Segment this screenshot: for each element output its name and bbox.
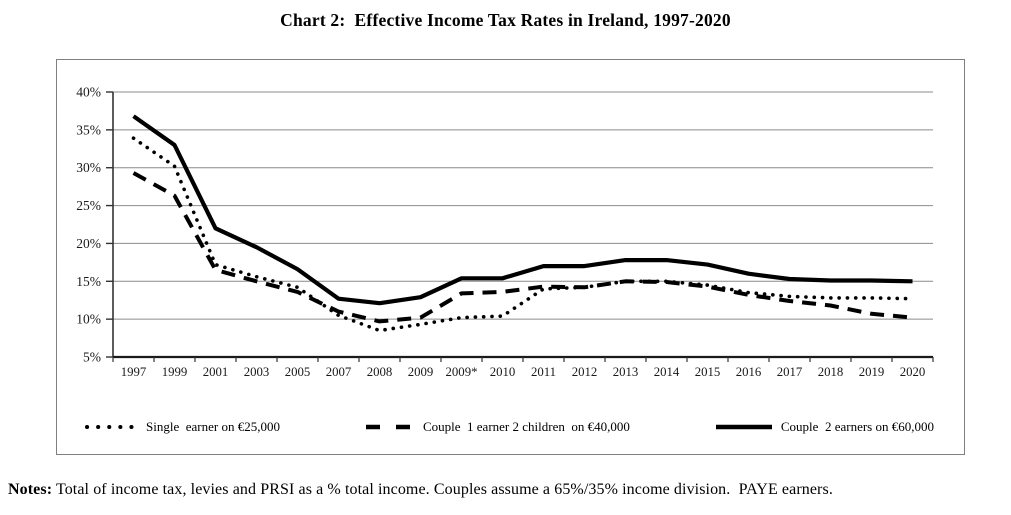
x-tick-label: 2011 — [531, 365, 556, 379]
chart-frame: 5% 10% 15% 20% 25% 30% 35% 40% 1997 1999 2001 2003 2… — [56, 59, 965, 455]
y-tick-label: 35% — [76, 122, 101, 137]
x-tick-label: 2009* — [446, 365, 478, 379]
x-tick-label: 2019 — [859, 365, 885, 379]
legend-item-couple-1-earner: Couple 1 earner 2 children on €40,000 — [364, 419, 630, 435]
y-tick-label: 40% — [76, 85, 101, 100]
dashed-line-swatch — [365, 424, 416, 430]
legend-item-single: Single earner on €25,000 — [83, 419, 280, 435]
x-tick-label: 2013 — [613, 365, 639, 379]
page-title: Chart 2: Effective Income Tax Rates in I… — [280, 10, 731, 30]
x-tick-label: 2008 — [367, 365, 393, 379]
x-tick-label: 2005 — [285, 365, 311, 379]
x-tick-label: 2001 — [203, 365, 229, 379]
legend-label-single: Single earner on €25,000 — [146, 419, 280, 434]
notes-label: Notes: — [8, 481, 53, 498]
y-tick-label: 10% — [76, 312, 101, 327]
x-tick-label: 1999 — [162, 365, 188, 379]
x-tick-label: 2014 — [654, 365, 680, 379]
x-tick-label: 2007 — [326, 365, 352, 379]
series-line-dashed — [132, 171, 913, 324]
legend-item-couple-2-earners: Couple 2 earners on €60,000 — [714, 419, 934, 435]
y-tick-label: 25% — [76, 198, 101, 213]
dotted-line-swatch — [85, 425, 139, 429]
x-tick-label: 2003 — [244, 365, 270, 379]
y-tick-label: 5% — [83, 350, 101, 365]
chart-legend: Single earner on €25,000 Couple 1 earner… — [83, 415, 934, 439]
notes: Notes: Total of income tax, levies and P… — [8, 481, 1006, 499]
solid-line-swatch — [715, 424, 772, 430]
legend-label-couple-1-earner: Couple 1 earner 2 children on €40,000 — [422, 419, 630, 434]
x-tick-label: 1997 — [121, 365, 147, 379]
y-tick-label: 30% — [76, 160, 101, 175]
x-tick-label: 2010 — [490, 365, 516, 379]
x-tick-label: 2016 — [736, 365, 762, 379]
x-tick-label: 2015 — [695, 365, 721, 379]
notes-text: Total of income tax, levies and PRSI as … — [52, 481, 833, 498]
legend-label-couple-2-earners: Couple 2 earners on €60,000 — [780, 419, 934, 434]
x-tick-label: 2009 — [408, 365, 434, 379]
y-tick-label: 20% — [76, 236, 101, 251]
series-line-dotted — [131, 136, 915, 333]
x-tick-label: 2020 — [900, 365, 926, 379]
x-tick-label: 2012 — [572, 365, 598, 379]
y-tick-label: 15% — [76, 274, 101, 289]
x-tick-label: 2018 — [818, 365, 844, 379]
chart-plot-area: 5% 10% 15% 20% 25% 30% 35% 40% 1997 1999 2001 2003 2… — [76, 85, 934, 379]
series-line-solid — [132, 114, 913, 306]
x-tick-label: 2017 — [777, 365, 803, 379]
